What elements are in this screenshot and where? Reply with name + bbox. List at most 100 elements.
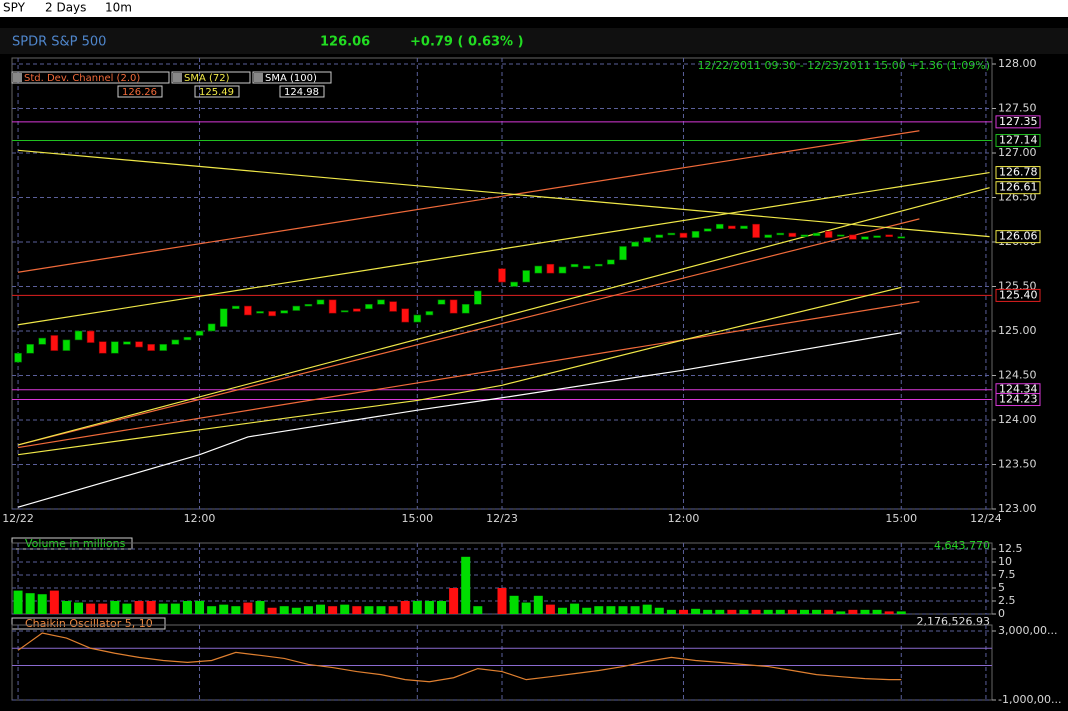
- volume-bar: [521, 602, 531, 614]
- volume-bar: [824, 609, 834, 614]
- x-tick-label: 12/22: [2, 512, 34, 525]
- indicator-value-box: [279, 85, 325, 98]
- candle: [510, 281, 518, 287]
- volume-bar: [557, 607, 567, 614]
- y-tick-label: 125.00: [998, 324, 1037, 337]
- volume-bar: [195, 601, 205, 614]
- y-tick-label: 0: [998, 607, 1005, 620]
- candle: [171, 339, 180, 345]
- period[interactable]: 2 Days: [45, 1, 86, 15]
- candle: [522, 270, 530, 283]
- indicator-name: Std. Dev. Channel (2.0): [24, 73, 140, 84]
- volume-bar: [182, 601, 192, 614]
- candle: [449, 299, 458, 314]
- volume-bar: [618, 606, 628, 614]
- candle: [389, 301, 397, 312]
- x-tick-label: 12/23: [486, 512, 518, 525]
- volume-bar: [376, 606, 386, 614]
- volume-bar: [461, 556, 471, 614]
- candle: [788, 232, 797, 237]
- volume-bar: [630, 606, 640, 614]
- volume-bar: [642, 604, 652, 614]
- candle: [631, 241, 639, 247]
- volume-bar: [570, 603, 580, 614]
- volume-bar: [122, 603, 132, 614]
- candle: [836, 234, 845, 237]
- volume-bar: [352, 606, 362, 614]
- volume-bar: [74, 602, 84, 614]
- candle: [691, 231, 700, 238]
- volume-bar: [666, 609, 676, 614]
- indicator-value: 124.98: [284, 87, 319, 98]
- overlay-line: [17, 149, 990, 238]
- candle: [534, 265, 543, 274]
- overlay-line: [17, 301, 920, 449]
- last-price: 126.06: [320, 35, 370, 50]
- volume-bar: [98, 603, 108, 614]
- candle: [897, 236, 906, 239]
- candle: [147, 344, 155, 351]
- volume-bar: [170, 603, 180, 614]
- candle: [280, 310, 289, 314]
- candle: [268, 311, 276, 317]
- volume-bar: [763, 609, 773, 614]
- volume-bar: [437, 601, 447, 614]
- y-tick-label: 7.5: [998, 568, 1016, 581]
- candle: [582, 265, 591, 269]
- candle: [50, 335, 59, 351]
- y-tick-label: 2.5: [998, 594, 1016, 607]
- volume-bar: [219, 604, 229, 614]
- volume-bar: [110, 601, 120, 614]
- indicator-name: SMA (100): [265, 73, 317, 84]
- overlay-line: [17, 187, 990, 446]
- volume-bar: [497, 588, 507, 614]
- candle: [316, 299, 325, 305]
- candle: [715, 223, 724, 229]
- overlay-line: [17, 332, 902, 508]
- volume-bar: [799, 609, 809, 614]
- candle: [667, 232, 676, 236]
- candle: [159, 344, 168, 351]
- volume-bar: [691, 608, 701, 614]
- price-change: +0.79 ( 0.63% ): [410, 35, 524, 50]
- candle: [546, 263, 555, 274]
- volume-bar: [279, 606, 289, 614]
- volume-bar: [291, 607, 301, 614]
- candle: [413, 314, 422, 323]
- candle: [38, 337, 47, 345]
- candle: [594, 263, 603, 267]
- candle: [425, 311, 434, 316]
- x-tick-label: 12:00: [184, 512, 216, 525]
- candle: [703, 228, 712, 232]
- candle: [498, 268, 506, 283]
- candle: [764, 234, 772, 238]
- price-tag-box: [995, 288, 1041, 302]
- volume-bar: [872, 609, 882, 614]
- candle: [679, 232, 688, 238]
- volume-bar: [715, 609, 725, 614]
- volume-bar: [13, 590, 23, 614]
- volume-bar: [545, 604, 555, 614]
- volume-bar: [836, 611, 846, 614]
- candle: [607, 259, 615, 265]
- toolbar: [0, 0, 1068, 17]
- candle: [74, 330, 83, 341]
- candle: [123, 341, 131, 345]
- volume-bar: [207, 606, 217, 614]
- candle: [401, 308, 410, 323]
- volume-bar: [739, 609, 749, 614]
- header-bar: [0, 28, 1068, 54]
- y-tick-label: 124.50: [998, 369, 1037, 382]
- volume-bar: [61, 601, 71, 614]
- price-tag: 126.06: [999, 230, 1038, 243]
- volume-bar: [231, 606, 241, 614]
- volume-bar: [848, 609, 858, 614]
- y-tick-label: 10: [998, 555, 1012, 568]
- indicator-close: [13, 73, 22, 82]
- interval[interactable]: 10m: [105, 1, 132, 15]
- symbol[interactable]: SPY: [3, 1, 26, 15]
- candle: [824, 231, 833, 238]
- candle: [740, 225, 748, 229]
- volume-bar: [37, 594, 47, 614]
- candle: [873, 235, 881, 238]
